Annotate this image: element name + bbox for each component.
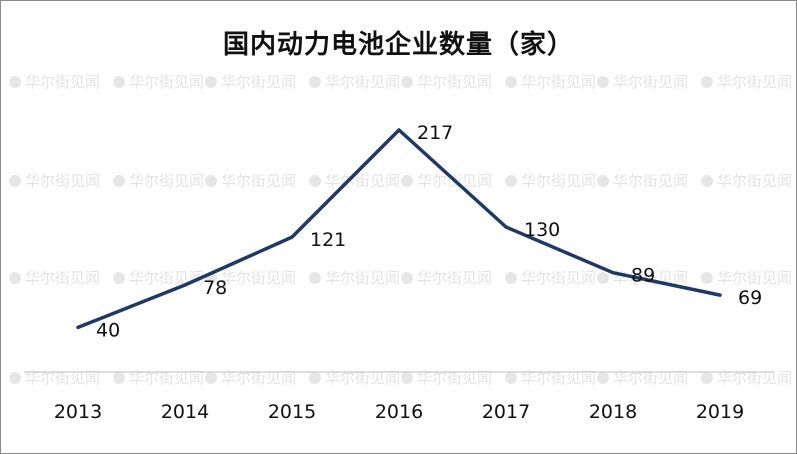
watermark-logo-icon <box>505 272 517 284</box>
watermark-layer: 华尔街见闻 华尔街见闻 华尔街见闻 华尔街见闻 华尔街见闻 华尔街见闻 华尔街见闻 华尔街见闻… <box>9 73 792 387</box>
watermark-text: 华尔街见闻 <box>417 73 492 91</box>
watermark-logo-icon <box>505 175 517 187</box>
watermark-text: 华尔街见闻 <box>521 172 596 190</box>
watermark-logo-icon <box>113 372 125 384</box>
watermark-logo-icon <box>401 272 413 284</box>
watermark-logo-icon <box>701 76 713 88</box>
data-label-2013: 40 <box>96 319 120 341</box>
watermark-text: 华尔街见闻 <box>717 73 792 91</box>
watermark-logo-icon <box>309 175 321 187</box>
x-tick-label-2013: 2013 <box>54 401 102 423</box>
x-tick-label-2014: 2014 <box>161 401 209 423</box>
data-label-2015: 121 <box>310 229 346 251</box>
watermark-logo-icon <box>505 76 517 88</box>
watermark-logo-icon <box>113 175 125 187</box>
watermark-text: 华尔街见闻 <box>129 269 204 287</box>
x-tick-label-2015: 2015 <box>268 401 316 423</box>
watermark-text: 华尔街见闻 <box>25 172 100 190</box>
watermark-logo-icon <box>309 76 321 88</box>
watermark-text: 华尔街见闻 <box>521 269 596 287</box>
watermark-logo-icon <box>205 76 217 88</box>
watermark-text: 华尔街见闻 <box>221 73 296 91</box>
x-tick-label-2019: 2019 <box>696 401 744 423</box>
watermark-logo-icon <box>701 372 713 384</box>
data-label-2016: 217 <box>417 122 453 144</box>
watermark-text: 华尔街见闻 <box>521 369 596 387</box>
watermark-text: 华尔街见闻 <box>221 369 296 387</box>
watermark-text: 华尔街见闻 <box>717 269 792 287</box>
series-line <box>76 128 722 330</box>
watermark-logo-icon <box>309 272 321 284</box>
chart-title: 国内动力电池企业数量（家） <box>222 30 574 60</box>
watermark-text: 华尔街见闻 <box>129 172 204 190</box>
watermark-text: 华尔街见闻 <box>325 172 400 190</box>
watermark-logo-icon <box>9 175 21 187</box>
watermark-text: 华尔街见闻 <box>221 269 296 287</box>
watermark-logo-icon <box>9 372 21 384</box>
watermark-logo-icon <box>205 175 217 187</box>
watermark-logo-icon <box>113 76 125 88</box>
watermark-text: 华尔街见闻 <box>221 172 296 190</box>
x-tick-labels: 2013 2014 2015 2016 2017 2018 2019 <box>54 401 744 423</box>
watermark-logo-icon <box>597 272 609 284</box>
watermark-text: 华尔街见闻 <box>613 73 688 91</box>
watermark-text: 华尔街见闻 <box>613 369 688 387</box>
watermark-text: 华尔街见闻 <box>25 269 100 287</box>
watermark-text: 华尔街见闻 <box>717 172 792 190</box>
data-labels: 40 78 121 217 130 89 69 <box>96 122 762 341</box>
watermark-logo-icon <box>597 175 609 187</box>
watermark-text: 华尔街见闻 <box>613 269 688 287</box>
x-tick-label-2016: 2016 <box>375 401 423 423</box>
watermark-logo-icon <box>309 372 321 384</box>
watermark-text: 华尔街见闻 <box>129 73 204 91</box>
watermark-logo-icon <box>701 175 713 187</box>
watermark-text: 华尔街见闻 <box>417 269 492 287</box>
watermark-text: 华尔街见闻 <box>325 269 400 287</box>
watermark-text: 华尔街见闻 <box>325 369 400 387</box>
watermark-logo-icon <box>9 76 21 88</box>
watermark-text: 华尔街见闻 <box>325 73 400 91</box>
watermark-text: 华尔街见闻 <box>521 73 596 91</box>
watermark-logo-icon <box>597 76 609 88</box>
watermark-text: 华尔街见闻 <box>717 369 792 387</box>
watermark-text: 华尔街见闻 <box>129 369 204 387</box>
watermark-text: 华尔街见闻 <box>25 73 100 91</box>
watermark-logo-icon <box>401 175 413 187</box>
x-tick-label-2018: 2018 <box>589 401 637 423</box>
watermark-logo-icon <box>113 272 125 284</box>
watermark-logo-icon <box>205 372 217 384</box>
watermark-logo-icon <box>401 76 413 88</box>
watermark-logo-icon <box>9 272 21 284</box>
watermark-text: 华尔街见闻 <box>613 172 688 190</box>
watermark-logo-icon <box>401 372 413 384</box>
data-label-2019: 69 <box>738 287 762 309</box>
watermark-logo-icon <box>597 372 609 384</box>
x-tick-label-2017: 2017 <box>482 401 530 423</box>
watermark-text: 华尔街见闻 <box>417 369 492 387</box>
data-label-2017: 130 <box>524 219 560 241</box>
watermark-logo-icon <box>701 272 713 284</box>
watermark-text: 华尔街见闻 <box>25 369 100 387</box>
data-label-2014: 78 <box>203 277 227 299</box>
data-label-2018: 89 <box>631 265 655 287</box>
watermark-logo-icon <box>505 372 517 384</box>
